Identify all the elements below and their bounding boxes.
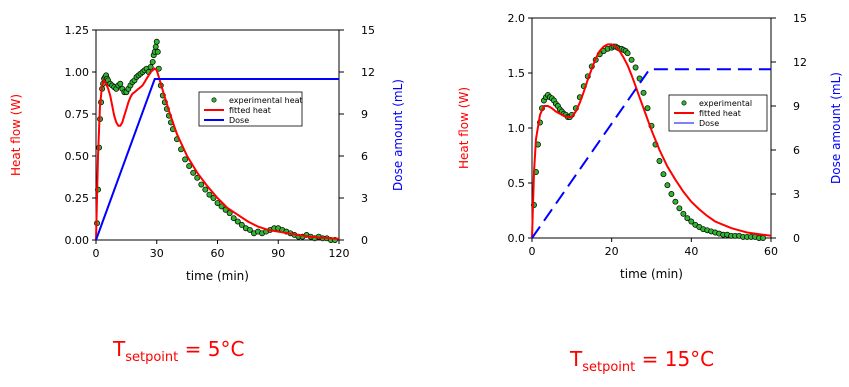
y2-tick-label: 6 — [793, 144, 800, 157]
caption-15c: Tsetpoint = 15°C — [569, 347, 714, 375]
data-point — [633, 65, 638, 70]
y2-tick-label: 9 — [361, 108, 368, 121]
y2-tick-label: 15 — [361, 24, 375, 37]
data-point — [155, 49, 160, 54]
legend-label: fitted heat — [699, 109, 741, 118]
x-tick-label: 60 — [764, 245, 778, 258]
data-point — [203, 187, 208, 192]
data-point — [677, 206, 682, 211]
data-point — [669, 191, 674, 196]
data-point — [629, 57, 634, 62]
data-point — [665, 183, 670, 188]
y-tick-label: 1.00 — [65, 66, 90, 79]
legend-marker-points — [212, 98, 216, 102]
y2-axis-label: Dose amount (mL) — [829, 72, 843, 184]
data-point — [760, 235, 765, 240]
x-tick-label: 30 — [150, 247, 164, 260]
data-point — [657, 158, 662, 163]
y-tick-label: 0.0 — [508, 232, 526, 245]
y2-tick-label: 9 — [793, 100, 800, 113]
data-point — [641, 90, 646, 95]
legend-label: experimental — [699, 99, 752, 108]
chart-15c: 0 20 40 60 0.0 0.5 1.0 1.5 2.0 0 3 6 9 12 15 time (min)… — [457, 12, 843, 281]
x-tick-label: 0 — [529, 245, 536, 258]
data-point — [645, 106, 650, 111]
y2-tick-label: 3 — [361, 192, 368, 205]
data-point — [661, 172, 666, 177]
y-tick-label: 2.0 — [508, 12, 526, 25]
x-tick-label: 0 — [93, 247, 100, 260]
y2-tick-label: 0 — [793, 232, 800, 245]
data-point — [150, 59, 155, 64]
y-tick-label: 1.5 — [508, 67, 526, 80]
x-tick-label: 20 — [605, 245, 619, 258]
y-tick-label: 1.25 — [65, 24, 90, 37]
y2-tick-label: 12 — [361, 66, 375, 79]
y2-tick-label: 15 — [793, 12, 807, 25]
data-point — [148, 64, 153, 69]
legend-label: experimental heat — [229, 96, 303, 105]
x-tick-label: 40 — [684, 245, 698, 258]
y-tick-label: 0.50 — [65, 150, 90, 163]
series-fitted-line — [532, 44, 771, 238]
x-axis-label: time (min) — [620, 267, 683, 281]
data-point — [681, 211, 686, 216]
data-point — [673, 199, 678, 204]
y-tick-label: 0.5 — [508, 177, 526, 190]
legend-marker-points — [682, 101, 686, 105]
y2-tick-label: 0 — [361, 234, 368, 247]
y2-axis-label: Dose amount (mL) — [391, 79, 405, 191]
plot-frame — [96, 30, 339, 240]
x-axis-label: time (min) — [186, 269, 249, 283]
data-point — [154, 39, 159, 44]
y-tick-label: 1.0 — [508, 122, 526, 135]
y2-tick-label: 6 — [361, 150, 368, 163]
x-tick-label: 90 — [271, 247, 285, 260]
x-tick-label: 60 — [211, 247, 225, 260]
y-tick-label: 0.25 — [65, 192, 90, 205]
caption-5c: Tsetpoint = 5°C — [112, 337, 244, 365]
x-tick-label: 120 — [329, 247, 350, 260]
legend-label: Dose — [699, 119, 719, 128]
y2-tick-label: 3 — [793, 188, 800, 201]
data-point — [191, 170, 196, 175]
data-point — [153, 44, 158, 49]
y2-tick-label: 12 — [793, 56, 807, 69]
y-axis-label: Heat flow (W) — [9, 94, 23, 176]
legend-label: fitted heat — [229, 106, 271, 115]
y-tick-label: 0.75 — [65, 108, 90, 121]
legend-label: Dose — [229, 116, 249, 125]
data-point — [118, 81, 123, 86]
series-experimental — [531, 44, 765, 241]
chart-5c: 0 30 60 90 120 0.00 0.25 0.50 0.75 1.00 1.25 0 3 6 9 12… — [9, 24, 405, 283]
y-axis-label: Heat flow (W) — [457, 87, 471, 169]
y-tick-label: 0.00 — [65, 234, 90, 247]
series-experimental — [94, 39, 337, 242]
data-point — [625, 51, 630, 56]
data-point — [199, 182, 204, 187]
